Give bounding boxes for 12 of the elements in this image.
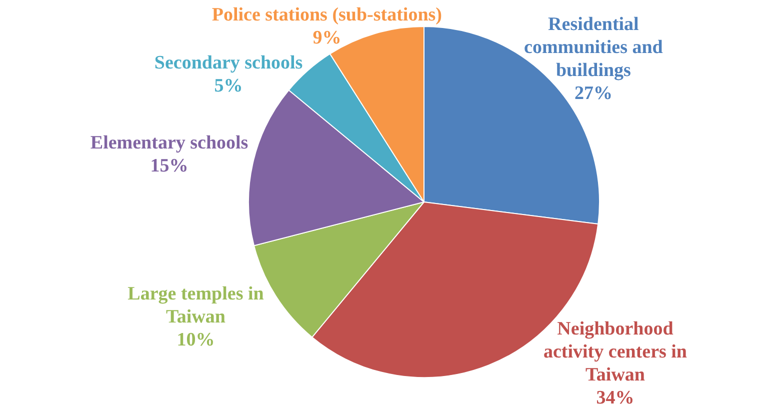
slice-label: Elementary schools (90, 132, 248, 154)
slice-label: Residential communities and buildings (524, 14, 664, 81)
slice-label: Police stations (sub-stations) (212, 4, 442, 26)
data-label: 34% (596, 387, 634, 408)
slice-label: Large temples in Taiwan (128, 283, 264, 328)
data-label: 9% (312, 27, 342, 48)
slice-label: Neighborhood activity centers in Taiwan (543, 318, 688, 386)
data-label: 15% (150, 155, 188, 176)
data-label: 10% (176, 329, 215, 350)
data-label: 5% (214, 75, 243, 96)
slice-label: Secondary schools (154, 52, 303, 74)
data-label: 27% (574, 82, 612, 104)
